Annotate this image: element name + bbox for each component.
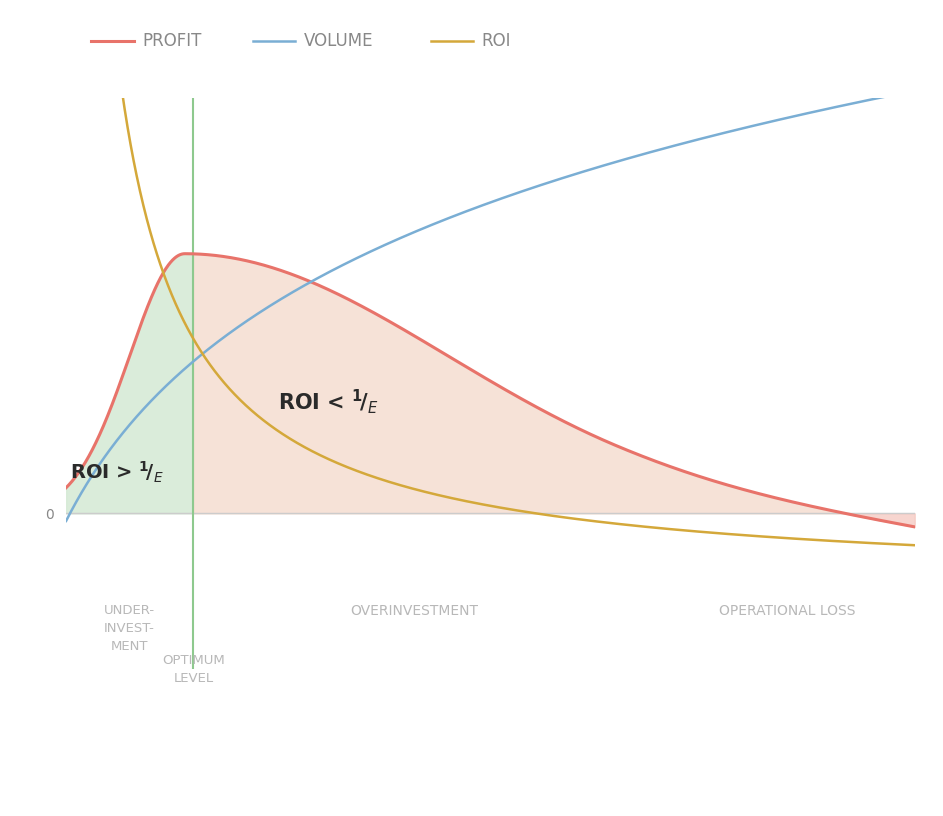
Text: OPERATIONAL LOSS: OPERATIONAL LOSS	[720, 604, 855, 619]
Text: ROI: ROI	[482, 32, 511, 50]
Text: VOLUME: VOLUME	[304, 32, 373, 50]
Text: OVERINVESTMENT: OVERINVESTMENT	[350, 604, 478, 619]
Text: PROFIT: PROFIT	[142, 32, 202, 50]
Text: UNDER-
INVEST-
MENT: UNDER- INVEST- MENT	[104, 604, 156, 654]
Text: ROI > $\mathregular{^1\!/}$$_E$: ROI > $\mathregular{^1\!/}$$_E$	[71, 460, 164, 485]
Text: OPTIMUM
LEVEL: OPTIMUM LEVEL	[162, 654, 224, 685]
Text: ROI < $\mathregular{^1\!/}$$_E$: ROI < $\mathregular{^1\!/}$$_E$	[278, 387, 378, 416]
